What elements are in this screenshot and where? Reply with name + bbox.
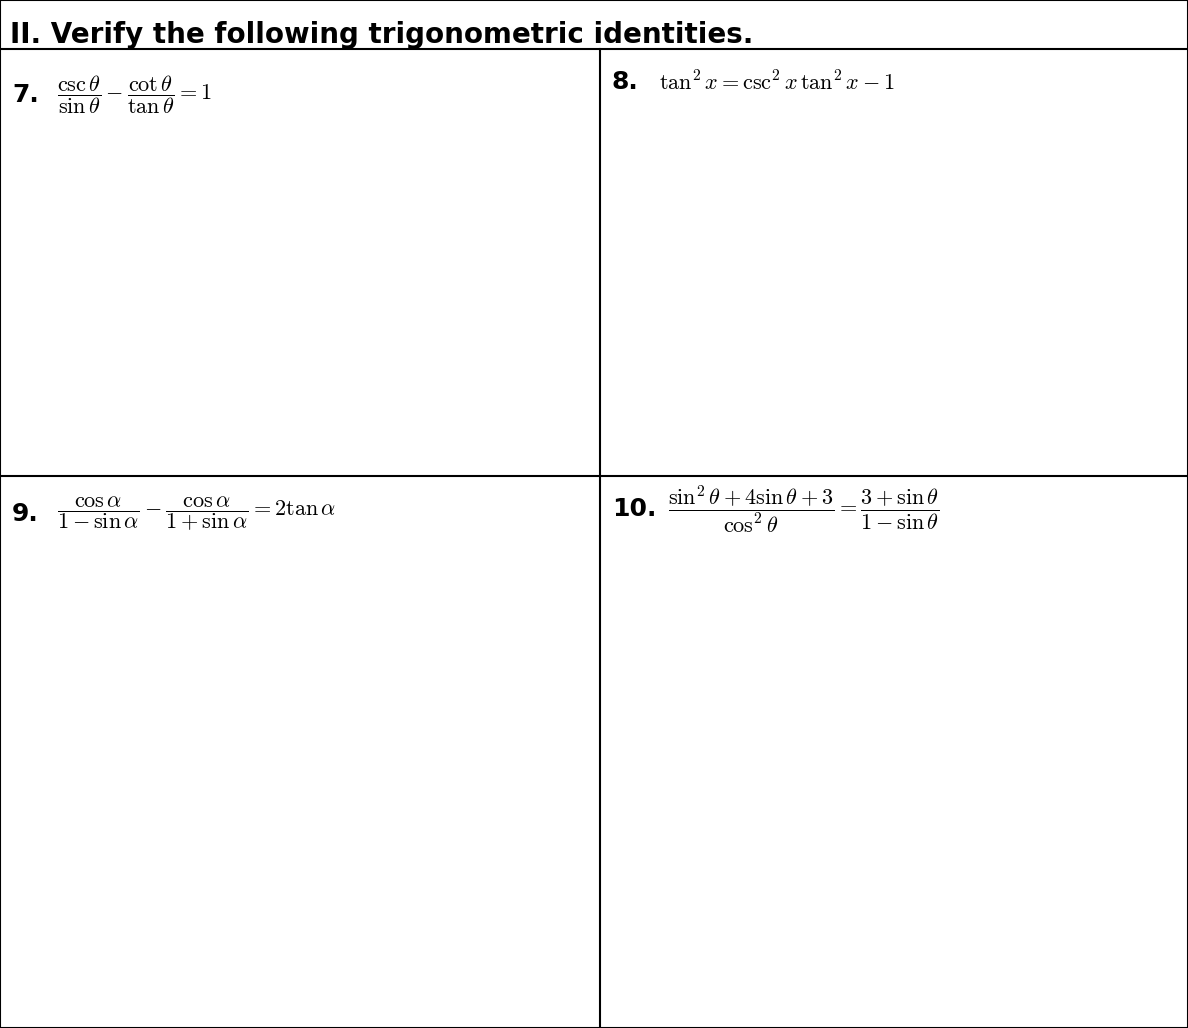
Text: $\tan^2 x = \csc^2 x\,\tan^2 x - 1$: $\tan^2 x = \csc^2 x\,\tan^2 x - 1$ (659, 70, 895, 95)
Text: $\dfrac{\sin^2\theta+4\sin\theta+3}{\cos^2\theta} = \dfrac{3+\sin\theta}{1-\sin\: $\dfrac{\sin^2\theta+4\sin\theta+3}{\cos… (668, 483, 939, 535)
Text: 10.: 10. (612, 497, 656, 521)
Text: 8.: 8. (612, 70, 639, 95)
Text: 9.: 9. (12, 502, 39, 526)
Text: $\dfrac{\cos\alpha}{1-\sin\alpha} - \dfrac{\cos\alpha}{1+\sin\alpha} = 2\tan\alp: $\dfrac{\cos\alpha}{1-\sin\alpha} - \dfr… (57, 494, 336, 534)
Text: $\dfrac{\csc\theta}{\sin\theta} - \dfrac{\cot\theta}{\tan\theta} = 1$: $\dfrac{\csc\theta}{\sin\theta} - \dfrac… (57, 73, 211, 116)
Text: II. Verify the following trigonometric identities.: II. Verify the following trigonometric i… (10, 21, 753, 48)
Text: 7.: 7. (12, 82, 39, 107)
